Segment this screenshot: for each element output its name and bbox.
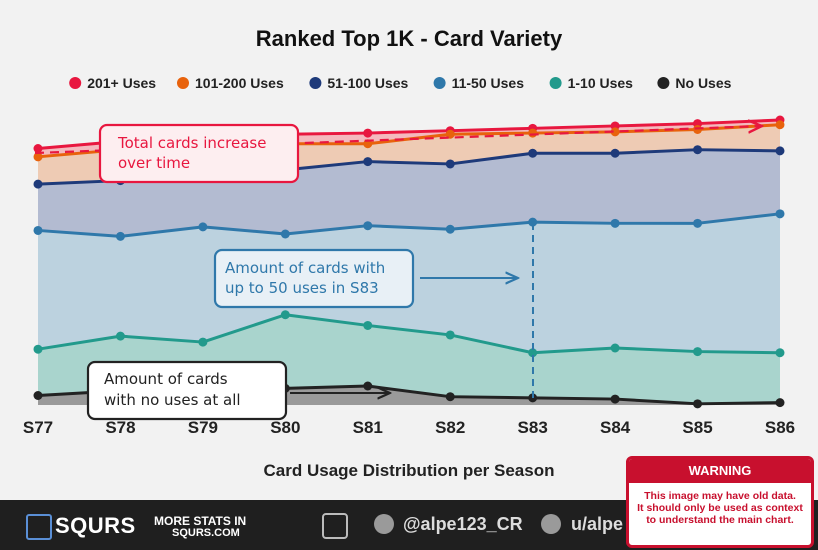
annotation-total: Total cards increase over time — [117, 134, 266, 172]
point-101-200-uses — [610, 127, 620, 137]
promo-line-1: MORE STATS IN — [154, 514, 247, 528]
x-tick-label: S82 — [435, 418, 465, 437]
annotation-box-nouses — [86, 360, 288, 421]
x-tick-label: S84 — [600, 418, 631, 437]
point-1-10-uses — [115, 331, 125, 341]
x-tick-label: S80 — [270, 418, 300, 437]
reddit-handle[interactable]: u/alpe — [571, 514, 624, 534]
warning-line: This image may have old data. — [644, 490, 796, 502]
reddit-icon — [541, 514, 561, 534]
point-1-10-uses — [775, 348, 785, 358]
chart: Ranked Top 1K - Card Variety 201+ Uses 10… — [23, 26, 795, 480]
point-11-50-uses — [198, 222, 208, 232]
legend-label: 11-50 Uses — [452, 75, 525, 91]
legend-marker — [657, 77, 670, 89]
point-no-uses — [363, 381, 373, 391]
legend-marker — [549, 77, 562, 89]
point-11-50-uses — [775, 209, 785, 219]
deck-logo-icon — [322, 513, 348, 539]
point-11-50-uses — [445, 224, 455, 234]
legend-label: 51-100 Uses — [327, 75, 408, 91]
point-101-200-uses — [775, 120, 785, 130]
x-tick-label: S81 — [353, 418, 383, 437]
x-tick-label: S77 — [23, 418, 53, 437]
point-no-uses — [33, 391, 43, 400]
point-101-200-uses — [693, 125, 703, 134]
point-1-10-uses — [528, 348, 538, 358]
point-no-uses — [693, 399, 703, 409]
warning-line: It should only be used as context — [637, 502, 803, 514]
point-51-100-uses — [528, 148, 538, 158]
point-1-10-uses — [610, 343, 620, 353]
point-11-50-uses — [33, 225, 43, 235]
legend-label: 101-200 Uses — [195, 75, 284, 91]
point-1-10-uses — [280, 310, 290, 320]
legend: 201+ Uses 101-200 Uses 51-100 Uses 11-50 Us… — [69, 75, 732, 91]
legend-marker — [69, 77, 82, 89]
annotation-s83: Amount of cards with up to 50 uses in S83 — [225, 259, 385, 297]
point-no-uses — [445, 392, 455, 402]
twitter-handle[interactable]: @alpe123_CR — [403, 514, 523, 534]
warning-body: This image may have old data. It should … — [629, 483, 811, 526]
point-no-uses — [610, 394, 620, 404]
point-201-uses — [363, 128, 373, 138]
legend-label: 1-10 Uses — [568, 75, 634, 91]
point-1-10-uses — [363, 320, 373, 330]
squrs-logo-icon — [26, 514, 52, 540]
x-axis-ticks: S77 S78 S79 S80 S81 S82 S83 S84 S85 S86 — [23, 418, 795, 437]
point-51-100-uses — [610, 148, 620, 158]
point-51-100-uses — [363, 157, 373, 167]
x-tick-label: S83 — [518, 418, 548, 437]
point-51-100-uses — [33, 179, 43, 189]
legend-label: 201+ Uses — [87, 75, 156, 91]
chart-title: Ranked Top 1K - Card Variety — [256, 26, 563, 51]
point-11-50-uses — [528, 217, 538, 227]
point-11-50-uses — [115, 231, 125, 241]
promo-line-2[interactable]: SQURS.COM — [172, 527, 240, 539]
point-1-10-uses — [445, 330, 455, 340]
x-tick-label: S79 — [188, 418, 218, 437]
annotation-nouses: Amount of cards with no uses at all — [104, 370, 241, 409]
point-101-200-uses — [528, 128, 538, 138]
point-51-100-uses — [445, 159, 455, 169]
line-1-10-uses — [37, 313, 781, 355]
warning-line: to understand the main chart. — [646, 514, 794, 526]
point-51-100-uses — [693, 145, 703, 155]
point-11-50-uses — [693, 218, 703, 228]
point-201-uses — [33, 144, 43, 153]
legend-marker — [433, 77, 446, 89]
point-101-200-uses — [33, 152, 43, 162]
line-11-50-uses — [37, 212, 781, 238]
point-11-50-uses — [610, 218, 620, 228]
annotation-box-s83 — [213, 248, 415, 309]
warning-box: WARNING This image may have old data. It… — [626, 456, 814, 548]
point-1-10-uses — [693, 347, 703, 357]
x-tick-label: S85 — [682, 418, 712, 437]
point-1-10-uses — [198, 337, 208, 347]
point-1-10-uses — [33, 344, 43, 354]
warning-title: WARNING — [629, 459, 811, 483]
legend-marker — [177, 77, 189, 89]
point-51-100-uses — [775, 146, 785, 156]
brand-name: SQURS — [55, 513, 136, 538]
point-11-50-uses — [280, 229, 290, 239]
legend-marker — [309, 77, 322, 89]
x-axis-label: Card Usage Distribution per Season — [264, 461, 555, 480]
point-101-200-uses — [445, 129, 455, 139]
twitter-icon — [374, 514, 394, 534]
annotation-box-total — [98, 123, 300, 184]
point-no-uses — [775, 398, 785, 408]
x-tick-label: S78 — [105, 418, 135, 437]
point-11-50-uses — [363, 221, 373, 231]
x-tick-label: S86 — [765, 418, 795, 437]
legend-label: No Uses — [675, 75, 731, 91]
